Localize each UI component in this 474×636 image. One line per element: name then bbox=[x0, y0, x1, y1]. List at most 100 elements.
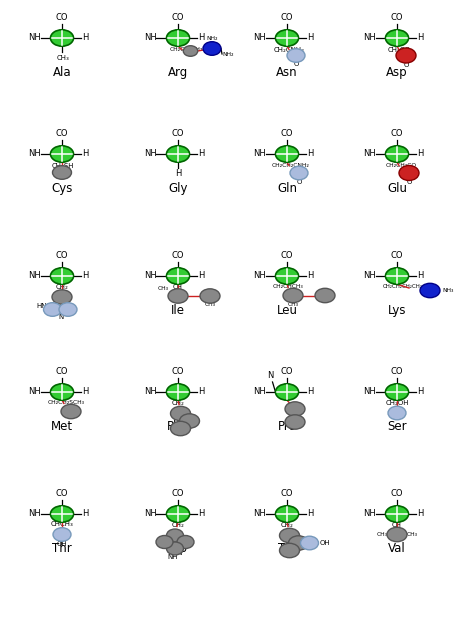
Ellipse shape bbox=[52, 290, 72, 304]
Ellipse shape bbox=[51, 146, 73, 162]
Text: CO: CO bbox=[172, 13, 184, 22]
Text: H: H bbox=[307, 149, 314, 158]
Text: CH₂CHCH₃: CH₂CHCH₃ bbox=[273, 284, 303, 289]
Text: CO: CO bbox=[391, 251, 403, 261]
Text: Arg: Arg bbox=[168, 66, 188, 79]
Text: CO: CO bbox=[56, 130, 68, 139]
Text: CH₂: CH₂ bbox=[55, 284, 68, 290]
Ellipse shape bbox=[275, 384, 299, 400]
Text: H: H bbox=[307, 34, 314, 43]
Ellipse shape bbox=[399, 165, 419, 181]
Text: CH₂CH₂CH₂CH₂: CH₂CH₂CH₂CH₂ bbox=[383, 284, 423, 289]
Text: Met: Met bbox=[51, 420, 73, 433]
Text: CO: CO bbox=[281, 13, 293, 22]
Text: O: O bbox=[403, 62, 409, 68]
Text: CH₃: CH₃ bbox=[376, 532, 388, 537]
Ellipse shape bbox=[61, 404, 81, 418]
Text: H: H bbox=[307, 272, 314, 280]
Ellipse shape bbox=[385, 30, 409, 46]
Text: NH: NH bbox=[28, 387, 41, 396]
Text: NH: NH bbox=[144, 149, 157, 158]
Text: CH: CH bbox=[173, 284, 183, 290]
Ellipse shape bbox=[275, 268, 299, 284]
Text: Asn: Asn bbox=[276, 66, 298, 79]
Text: H: H bbox=[417, 509, 424, 518]
Text: CO: CO bbox=[281, 130, 293, 139]
Text: H: H bbox=[198, 149, 205, 158]
Ellipse shape bbox=[200, 289, 220, 303]
Ellipse shape bbox=[51, 506, 73, 522]
Ellipse shape bbox=[385, 506, 409, 522]
Ellipse shape bbox=[203, 42, 221, 55]
Ellipse shape bbox=[301, 536, 319, 550]
Ellipse shape bbox=[275, 506, 299, 522]
Text: CO: CO bbox=[281, 251, 293, 261]
Text: CH₂SH: CH₂SH bbox=[52, 163, 74, 169]
Text: Cys: Cys bbox=[51, 182, 73, 195]
Text: Ser: Ser bbox=[387, 420, 407, 433]
Ellipse shape bbox=[166, 542, 183, 555]
Text: CH₃: CH₃ bbox=[407, 532, 418, 537]
Ellipse shape bbox=[388, 406, 406, 420]
Text: CH₂CO: CH₂CO bbox=[388, 46, 410, 53]
Text: N: N bbox=[267, 371, 273, 380]
Text: CH₂CH₂CNH₂: CH₂CH₂CNH₂ bbox=[272, 163, 310, 168]
Ellipse shape bbox=[290, 166, 308, 180]
Ellipse shape bbox=[53, 528, 71, 541]
Text: CH₃: CH₃ bbox=[204, 303, 216, 307]
Text: H: H bbox=[198, 509, 205, 518]
Text: CH₃: CH₃ bbox=[158, 286, 169, 291]
Text: CH₂: CH₂ bbox=[172, 400, 184, 406]
Text: CO: CO bbox=[56, 490, 68, 499]
Text: H: H bbox=[417, 34, 424, 43]
Ellipse shape bbox=[156, 536, 173, 548]
Text: Gly: Gly bbox=[168, 182, 188, 195]
Text: H: H bbox=[82, 509, 89, 518]
Text: NH: NH bbox=[253, 509, 266, 518]
Text: NH: NH bbox=[28, 272, 41, 280]
Text: Thr: Thr bbox=[52, 542, 72, 555]
Ellipse shape bbox=[385, 268, 409, 284]
Ellipse shape bbox=[166, 30, 190, 46]
Ellipse shape bbox=[51, 30, 73, 46]
Text: NH: NH bbox=[144, 272, 157, 280]
Text: H: H bbox=[307, 387, 314, 396]
Ellipse shape bbox=[385, 146, 409, 162]
Text: CH₂CH₂SCH₃: CH₂CH₂SCH₃ bbox=[47, 400, 84, 405]
Text: H: H bbox=[82, 149, 89, 158]
Text: Tyr: Tyr bbox=[278, 542, 296, 555]
Text: NH: NH bbox=[363, 34, 376, 43]
Text: H: H bbox=[82, 387, 89, 396]
Ellipse shape bbox=[168, 289, 188, 303]
Text: CH₂CH₂CO: CH₂CH₂CO bbox=[385, 163, 417, 168]
Ellipse shape bbox=[287, 49, 305, 62]
Text: Asp: Asp bbox=[386, 66, 408, 79]
Ellipse shape bbox=[177, 536, 194, 548]
Text: H: H bbox=[198, 34, 205, 43]
Ellipse shape bbox=[59, 303, 77, 316]
Ellipse shape bbox=[420, 283, 440, 298]
Text: CO: CO bbox=[172, 130, 184, 139]
Text: CO: CO bbox=[56, 251, 68, 261]
Text: NH₂: NH₂ bbox=[206, 36, 218, 41]
Text: OH: OH bbox=[320, 540, 331, 546]
Text: Leu: Leu bbox=[276, 304, 298, 317]
Text: H: H bbox=[198, 387, 205, 396]
Ellipse shape bbox=[275, 146, 299, 162]
Text: O: O bbox=[293, 62, 299, 67]
Text: NH: NH bbox=[253, 387, 266, 396]
Text: CH₂CH₂CH₂NH: CH₂CH₂CH₂NH bbox=[170, 47, 212, 52]
Text: H: H bbox=[82, 272, 89, 280]
Ellipse shape bbox=[387, 527, 407, 542]
Text: OH: OH bbox=[57, 541, 67, 546]
Text: Phe: Phe bbox=[167, 420, 189, 433]
Ellipse shape bbox=[44, 303, 62, 316]
Text: CO: CO bbox=[391, 368, 403, 377]
Text: NH: NH bbox=[363, 272, 376, 280]
Text: NH: NH bbox=[363, 149, 376, 158]
Ellipse shape bbox=[166, 268, 190, 284]
Ellipse shape bbox=[51, 384, 73, 400]
Text: CHCH₃: CHCH₃ bbox=[51, 522, 73, 527]
Text: CO: CO bbox=[391, 13, 403, 22]
Text: CO: CO bbox=[172, 251, 184, 261]
